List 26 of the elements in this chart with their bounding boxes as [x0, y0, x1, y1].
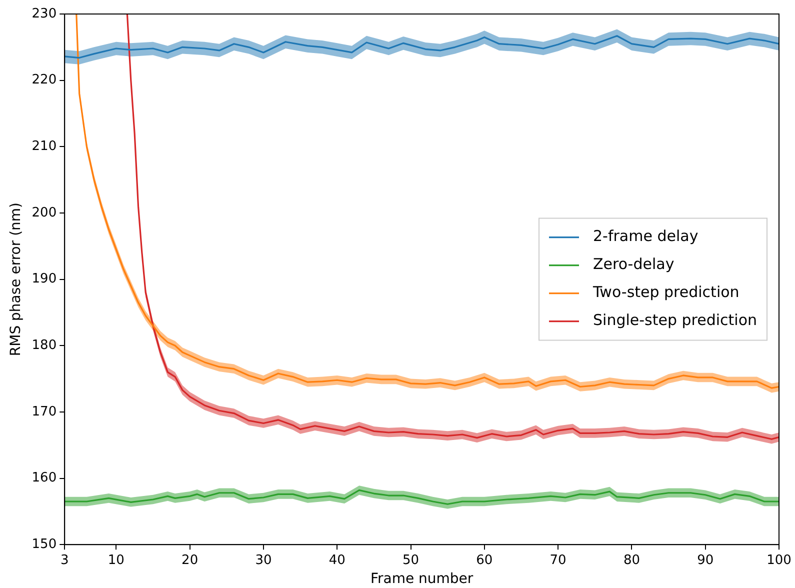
- y-tick-label: 170: [32, 404, 57, 420]
- legend-label: 2-frame delay: [593, 227, 698, 246]
- x-tick-label: 40: [328, 552, 346, 568]
- y-tick-label: 190: [32, 272, 57, 287]
- x-tick-label: 30: [255, 552, 272, 568]
- x-tick-label: 20: [182, 552, 198, 568]
- x-tick-label: 10: [108, 552, 124, 568]
- x-tick-label: 70: [550, 552, 566, 568]
- legend-label: Single-step prediction: [593, 311, 758, 330]
- y-axis-title: RMS phase error (nm): [8, 202, 24, 356]
- y-tick-label: 230: [32, 6, 57, 22]
- y-tick-label: 210: [32, 139, 57, 154]
- x-tick-label: 3: [60, 552, 69, 568]
- y-tick-label: 220: [32, 72, 57, 88]
- x-tick-label: 100: [766, 552, 792, 568]
- y-tick-label: 200: [32, 205, 57, 220]
- x-tick-label: 50: [402, 552, 420, 568]
- y-tick-label: 180: [32, 338, 57, 353]
- x-tick-label: 90: [697, 552, 714, 568]
- legend-label: Zero-delay: [593, 255, 674, 274]
- y-tick-label: 150: [32, 536, 57, 552]
- x-tick-label: 80: [623, 552, 640, 568]
- x-tick-label: 60: [476, 552, 493, 568]
- y-tick-label: 160: [32, 470, 57, 486]
- x-axis-title: Frame number: [370, 571, 474, 588]
- legend-label: Two-step prediction: [592, 283, 740, 302]
